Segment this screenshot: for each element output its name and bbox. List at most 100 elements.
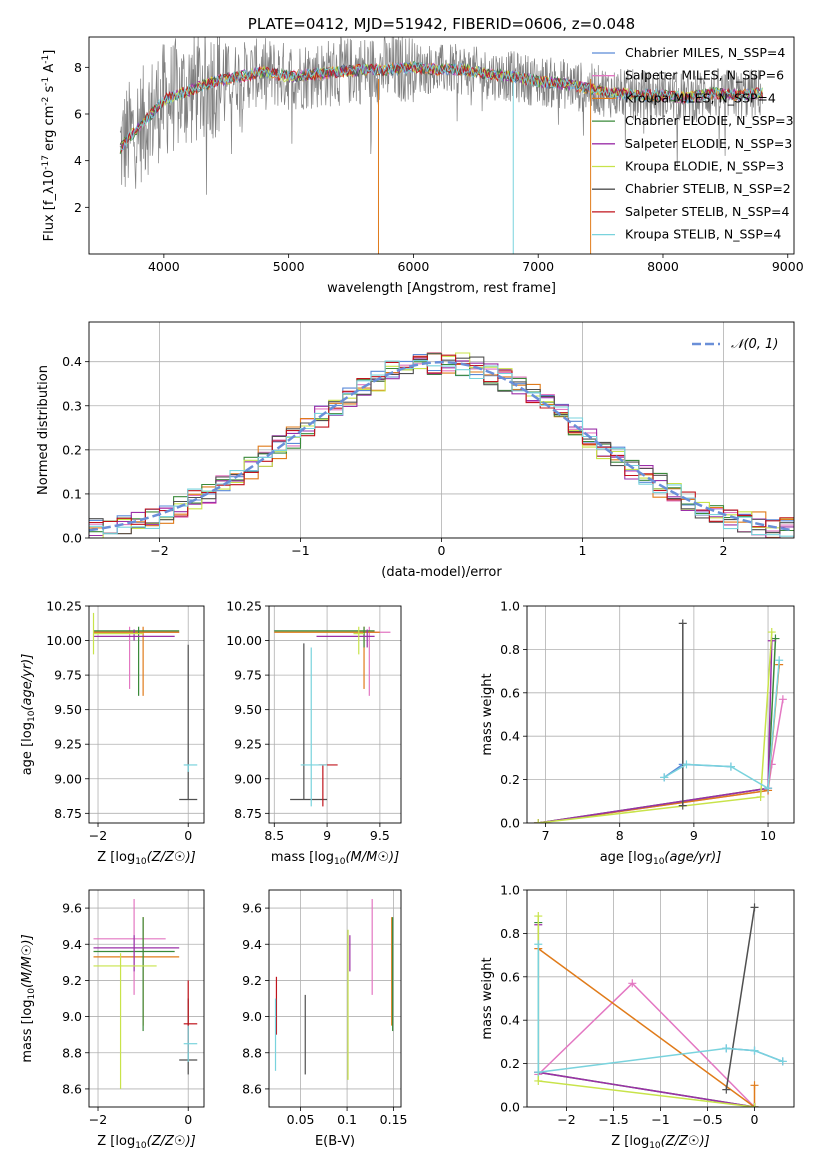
x-axis-label: mass [log10(M/M☉)]: [271, 850, 399, 867]
data-point: [764, 784, 773, 793]
legend-label: Salpeter ELODIE, N_SSP=3: [625, 136, 792, 151]
chart-title: PLATE=0412, MJD=51942, FIBERID=0606, z=0…: [248, 15, 635, 33]
plot-area: [527, 606, 794, 823]
residual-histogram: [89, 359, 794, 537]
x-tick-label: 0.15: [380, 1112, 408, 1127]
x-tick-label: 9: [690, 828, 698, 843]
x-tick-label: 0: [184, 1112, 192, 1127]
legend-label: 𝒩(0, 1): [731, 337, 778, 352]
y-tick-label: 8.6: [62, 1081, 82, 1096]
y-tick-label: 9.00: [54, 771, 82, 786]
y-tick-label: 9.25: [54, 737, 82, 752]
y-tick-label: 0.4: [62, 354, 82, 369]
axes-frame: [88, 36, 795, 255]
axes-frame: [88, 889, 205, 1108]
panel-weight-vs-age: 7 8 9 10 0.0 0.2 0.4 0.6 0.8 1.0 age [log10(age/yr…: [480, 599, 795, 867]
y-axis-label: Flux [f_λ10-17 erg cm-2 s-1 A-1]: [41, 50, 57, 242]
x-tick-label: −0.5: [692, 1112, 722, 1127]
model-spectrum: [119, 61, 763, 151]
data-point: [767, 628, 776, 637]
y-tick-label: 0.2: [500, 1056, 520, 1071]
y-tick-label: 9.6: [242, 901, 262, 916]
x-axis-label: Z [log10(Z/Z☉)]: [611, 1134, 709, 1151]
data-point: [778, 695, 787, 704]
y-tick-label: 0.4: [500, 729, 520, 744]
y-tick-label: 8.75: [54, 806, 82, 821]
legend-label: Salpeter STELIB, N_SSP=4: [625, 204, 790, 219]
plot-area: [89, 606, 204, 823]
y-tick-label: 9.50: [54, 702, 82, 717]
normal-curve: [89, 360, 794, 532]
y-tick-label: 2: [74, 200, 82, 215]
weight-series: [537, 916, 755, 1107]
y-axis-label: Normed distribution: [36, 365, 51, 495]
y-tick-label: 1.0: [500, 599, 520, 614]
weight-series: [537, 638, 777, 823]
data-point: [534, 1068, 543, 1077]
panel-spectrum: 4000 5000 6000 7000 8000 9000 2 4 6 8 wavelength […: [41, 36, 804, 296]
data-point: [678, 619, 687, 628]
y-tick-label: 9.0: [62, 1009, 82, 1024]
legend-label: Chabrier MILES, N_SSP=4: [625, 45, 785, 60]
y-tick-label: 10.00: [46, 633, 82, 648]
y-tick-label: 0.6: [500, 685, 520, 700]
y-tick-label: 8.8: [62, 1045, 82, 1060]
x-tick-label: 0.1: [337, 1112, 357, 1127]
data-point: [678, 801, 687, 810]
x-tick-label: −2: [89, 1112, 107, 1127]
plot-area: [89, 890, 204, 1107]
weight-series: [537, 924, 755, 1107]
y-tick-label: 9.75: [54, 668, 82, 683]
x-tick-label: 0: [751, 1112, 759, 1127]
x-tick-label: 4000: [148, 259, 180, 274]
plot-area: [269, 606, 401, 823]
y-tick-label: 0.3: [62, 398, 82, 413]
legend-label: Kroupa STELIB, N_SSP=4: [625, 227, 781, 242]
y-tick-label: 1.0: [500, 883, 520, 898]
x-axis-label: Z [log10(Z/Z☉)]: [97, 850, 195, 867]
y-tick-label: 0.8: [500, 926, 520, 941]
legend-label: Chabrier ELODIE, N_SSP=3: [625, 113, 794, 128]
x-tick-label: −2: [557, 1112, 575, 1127]
panel-mass-vs-Z: −2 0 8.6 8.8 9.0 9.2 9.4 9.6 Z [log10(Z/Z☉)] mass…: [20, 889, 205, 1151]
x-tick-label: 2: [720, 543, 728, 558]
data-point: [756, 792, 765, 801]
axes-frame: [526, 889, 795, 1108]
x-tick-label: 9.5: [370, 828, 390, 843]
y-tick-label: 0.2: [500, 772, 520, 787]
x-tick-label: 8.5: [264, 828, 284, 843]
data-point: [750, 1046, 759, 1055]
y-tick-label: 0.1: [62, 486, 82, 501]
y-tick-label: 0.0: [62, 531, 82, 546]
weight-series: [725, 907, 756, 1090]
y-tick-label: 10.25: [226, 599, 262, 614]
panel-age-vs-Z: −2 0 8.75 9.00 9.25 9.50 9.75 10.00 10.25 Z [log1…: [20, 599, 205, 867]
x-tick-label: 10: [760, 828, 776, 843]
legend-label: Chabrier STELIB, N_SSP=2: [625, 181, 791, 196]
axes-frame: [268, 605, 402, 824]
x-tick-label: −1: [651, 1112, 669, 1127]
data-point: [534, 912, 543, 921]
y-tick-label: 9.4: [62, 937, 82, 952]
x-axis-label: Z [log10(Z/Z☉)]: [97, 1134, 195, 1151]
plot-area: [269, 890, 401, 1107]
y-tick-label: 10.00: [226, 633, 262, 648]
x-tick-label: −2: [150, 543, 168, 558]
residual-histogram: [89, 354, 794, 528]
x-tick-label: 9: [323, 828, 331, 843]
data-point: [682, 760, 691, 769]
data-point: [778, 1057, 787, 1066]
data-point: [534, 1076, 543, 1085]
data-point: [775, 656, 784, 665]
x-tick-label: 7: [542, 828, 550, 843]
y-tick-label: 8: [74, 60, 82, 75]
panel-residuals: −2 −1 0 1 2 0.0 0.1 0.2 0.3 0.4 (data-model)/error…: [36, 321, 795, 580]
x-tick-label: 8: [616, 828, 624, 843]
weight-series: [537, 922, 755, 1107]
x-tick-label: 5000: [273, 259, 305, 274]
axes-frame: [88, 605, 205, 824]
y-tick-label: 8.6: [242, 1081, 262, 1096]
x-tick-label: 6000: [398, 259, 430, 274]
y-axis-label: mass weight: [480, 957, 495, 1039]
